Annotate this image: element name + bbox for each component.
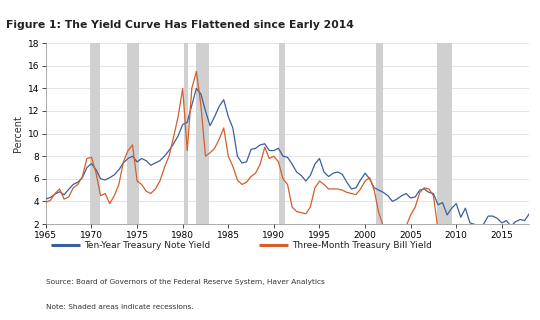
Text: Note: Shaded areas indicate recessions.: Note: Shaded areas indicate recessions. <box>46 304 193 310</box>
Text: Three-Month Treasury Bill Yield: Three-Month Treasury Bill Yield <box>292 241 432 250</box>
Text: Source: Board of Governors of the Federal Reserve System, Haver Analytics: Source: Board of Governors of the Federa… <box>46 279 325 285</box>
Bar <box>279 43 285 224</box>
Bar <box>184 43 188 224</box>
Text: Figure 1: The Yield Curve Has Flattened since Early 2014: Figure 1: The Yield Curve Has Flattened … <box>6 20 354 30</box>
Bar <box>127 43 139 224</box>
Y-axis label: Percent: Percent <box>14 115 23 152</box>
Text: Ten-Year Treasury Note Yield: Ten-Year Treasury Note Yield <box>85 241 211 250</box>
Bar <box>197 43 210 224</box>
Bar <box>90 43 100 224</box>
Bar <box>376 43 382 224</box>
Bar <box>437 43 451 224</box>
